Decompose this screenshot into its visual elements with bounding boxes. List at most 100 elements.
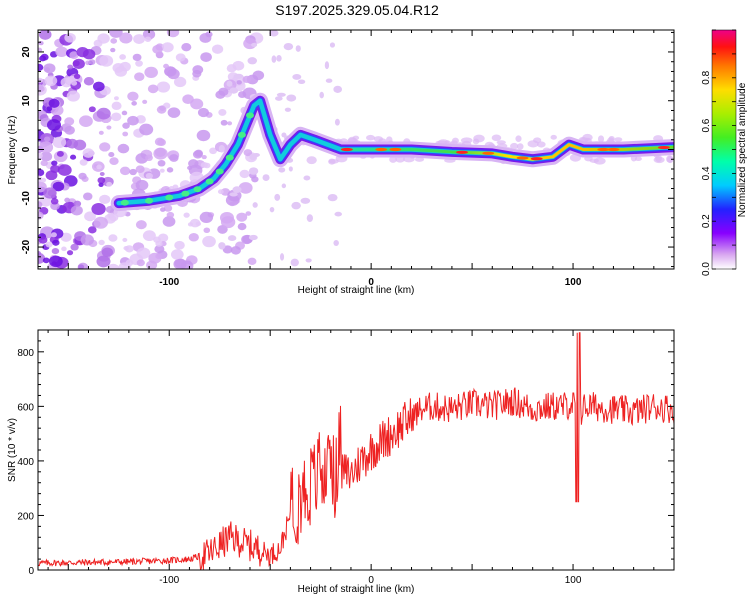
noise-blob	[136, 259, 145, 267]
noise-blob	[284, 107, 292, 112]
noise-blob	[106, 181, 113, 187]
noise-blob	[160, 207, 166, 212]
noise-blob	[226, 64, 237, 73]
noise-blob	[52, 136, 67, 148]
noise-blob	[135, 179, 149, 191]
ridge-hotspot	[607, 147, 620, 152]
noise-blob	[38, 236, 48, 244]
noise-blob	[80, 234, 94, 246]
noise-blob	[48, 98, 60, 108]
noise-blob	[196, 129, 211, 142]
noise-blob	[227, 121, 233, 126]
noise-blob	[145, 172, 153, 179]
noise-blob	[328, 159, 339, 164]
spectrogram-ytick-label: -10	[21, 191, 32, 206]
snr-ytick-label: 800	[17, 348, 34, 359]
spectrogram-noise-layer	[38, 30, 674, 269]
noise-blob	[57, 164, 72, 176]
noise-blob	[99, 194, 111, 205]
noise-blob	[131, 101, 137, 106]
noise-blob	[218, 145, 225, 153]
noise-blob	[247, 57, 258, 65]
noise-blob	[229, 87, 239, 94]
noise-blob	[83, 192, 93, 201]
noise-blob	[111, 101, 122, 111]
ridge-hotspot	[530, 157, 543, 161]
noise-blob	[496, 140, 506, 145]
noise-blob	[614, 137, 623, 142]
noise-blob	[148, 252, 162, 264]
noise-blob	[597, 135, 605, 143]
snr-xtick-label: -100	[159, 575, 179, 586]
noise-blob	[73, 73, 81, 80]
noise-blob	[202, 235, 216, 248]
noise-blob	[290, 258, 299, 267]
noise-blob	[166, 167, 174, 173]
noise-blob	[236, 80, 242, 85]
noise-blob	[40, 177, 47, 183]
noise-blob	[129, 168, 137, 176]
noise-blob	[64, 33, 76, 43]
noise-blob	[43, 187, 57, 199]
noise-blob	[70, 205, 83, 216]
noise-blob	[154, 244, 165, 254]
noise-blob	[232, 186, 242, 194]
noise-blob	[252, 152, 260, 158]
noise-blob	[243, 149, 253, 157]
noise-blob	[56, 150, 64, 157]
noise-blob	[157, 159, 166, 167]
noise-blob	[99, 171, 105, 176]
noise-blob	[61, 246, 67, 252]
colorbar: 0.0 0.2 0.4 0.6 0.8 Normalized spectral …	[701, 29, 748, 276]
noise-blob	[133, 34, 145, 44]
noise-blob	[288, 166, 293, 172]
noise-blob	[324, 61, 330, 70]
noise-blob	[251, 42, 258, 47]
colorbar-tick-label: 0.8	[701, 70, 712, 84]
spectrogram-ytick-label: 20	[21, 46, 32, 58]
noise-blob	[305, 258, 312, 263]
noise-blob	[145, 154, 153, 162]
snr-ytick-label: 0	[28, 566, 34, 577]
ridge-hotspot	[340, 147, 353, 152]
noise-blob	[127, 91, 139, 101]
ridge-blob	[205, 178, 214, 185]
colorbar-tick-label: 0.2	[701, 214, 712, 228]
noise-blob	[96, 107, 111, 120]
noise-blob	[45, 241, 53, 248]
ridge-blob	[120, 199, 129, 206]
noise-blob	[209, 147, 218, 155]
noise-blob	[69, 51, 79, 60]
noise-blob	[98, 182, 104, 187]
noise-blob	[110, 47, 116, 53]
noise-blob	[98, 239, 105, 246]
noise-blob	[107, 263, 120, 269]
noise-blob	[46, 119, 62, 131]
noise-blob	[300, 197, 311, 204]
noise-blob	[135, 220, 147, 230]
noise-blob	[303, 175, 311, 181]
noise-blob	[73, 200, 82, 207]
noise-blob	[50, 202, 60, 211]
noise-blob	[174, 240, 185, 250]
noise-blob	[135, 153, 149, 164]
noise-blob	[84, 211, 96, 222]
noise-blob	[156, 81, 171, 93]
noise-blob	[79, 159, 88, 166]
noise-blob	[78, 172, 87, 180]
noise-blob	[286, 94, 297, 102]
colorbar-tick-label: 0.0	[701, 262, 712, 276]
noise-blob	[276, 92, 286, 97]
noise-blob	[82, 49, 96, 60]
noise-blob	[238, 91, 247, 99]
colorbar-tick-label: 0.4	[701, 166, 712, 180]
noise-blob	[153, 147, 168, 160]
spectrogram-ridge-layer	[110, 92, 674, 212]
noise-blob	[67, 64, 74, 70]
noise-blob	[169, 154, 179, 162]
snr-ytick-label: 200	[17, 511, 34, 522]
noise-blob	[248, 167, 259, 175]
noise-blob	[333, 240, 339, 247]
noise-blob	[248, 234, 258, 241]
